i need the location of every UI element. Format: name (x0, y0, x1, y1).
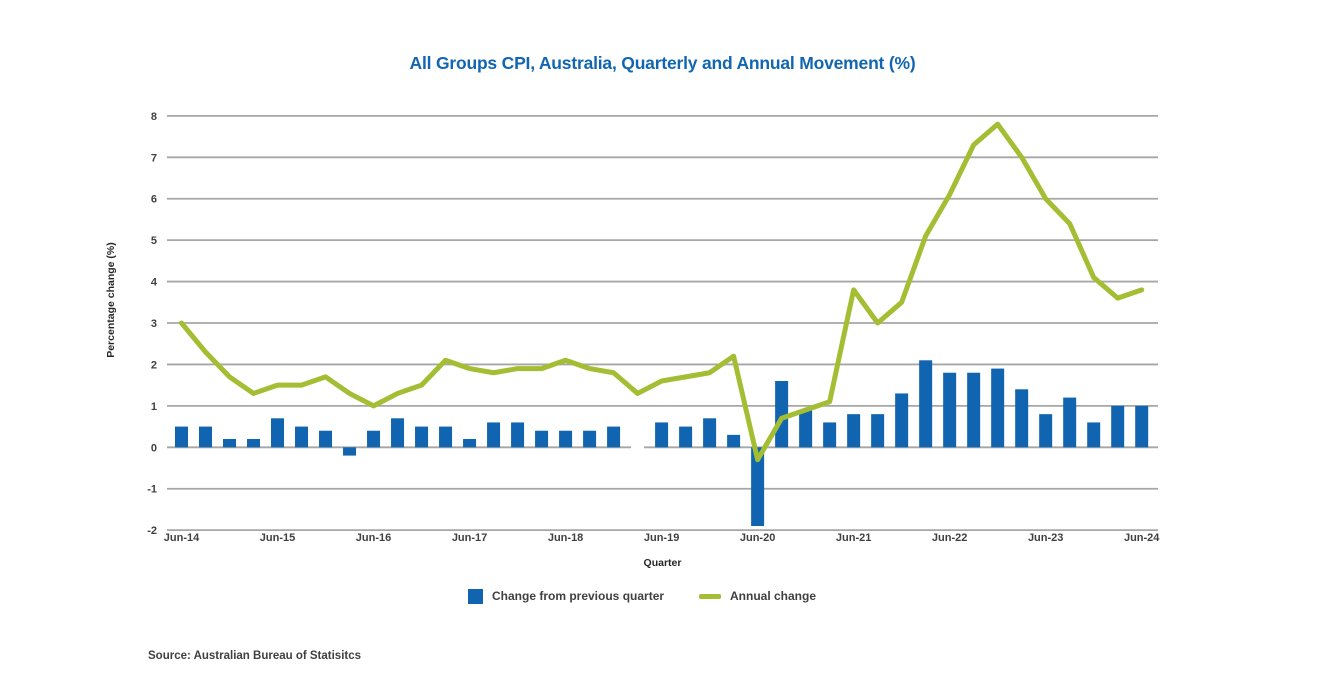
bar-series-swatch (468, 588, 483, 604)
chart-title: All Groups CPI, Australia, Quarterly and… (409, 53, 916, 73)
svg-text:Jun-14: Jun-14 (164, 532, 200, 544)
svg-text:Jun-16: Jun-16 (356, 532, 391, 544)
svg-text:Jun-15: Jun-15 (260, 532, 295, 544)
svg-text:6: 6 (151, 194, 157, 206)
svg-text:Jun-19: Jun-19 (644, 532, 679, 544)
svg-text:7: 7 (151, 152, 157, 164)
legend-label-quarterly: Change from previous quarter (492, 589, 665, 603)
svg-text:Jun-21: Jun-21 (836, 532, 871, 544)
svg-text:5: 5 (151, 235, 157, 247)
svg-text:4: 4 (151, 277, 158, 289)
svg-text:2: 2 (151, 359, 157, 371)
svg-text:-1: -1 (147, 484, 157, 496)
line-series-swatch (699, 593, 721, 599)
svg-text:Jun-20: Jun-20 (740, 532, 775, 544)
svg-text:8: 8 (151, 111, 157, 123)
legend-item-annual: Annual change (699, 588, 816, 604)
svg-text:1: 1 (151, 401, 157, 413)
svg-text:Jun-22: Jun-22 (932, 532, 967, 544)
source-note: Source: Australian Bureau of Statisitcs (148, 650, 362, 662)
svg-text:3: 3 (151, 318, 157, 330)
x-axis-title: Quarter (643, 557, 682, 569)
svg-text:Jun-24: Jun-24 (1124, 532, 1160, 544)
svg-text:Jun-23: Jun-23 (1028, 532, 1063, 544)
legend-item-quarterly: Change from previous quarter (468, 588, 664, 604)
svg-text:Jun-17: Jun-17 (452, 532, 487, 544)
svg-text:Jun-18: Jun-18 (548, 532, 583, 544)
legend-label-annual: Annual change (730, 589, 817, 603)
svg-text:-2: -2 (147, 525, 157, 537)
svg-text:0: 0 (151, 442, 157, 454)
